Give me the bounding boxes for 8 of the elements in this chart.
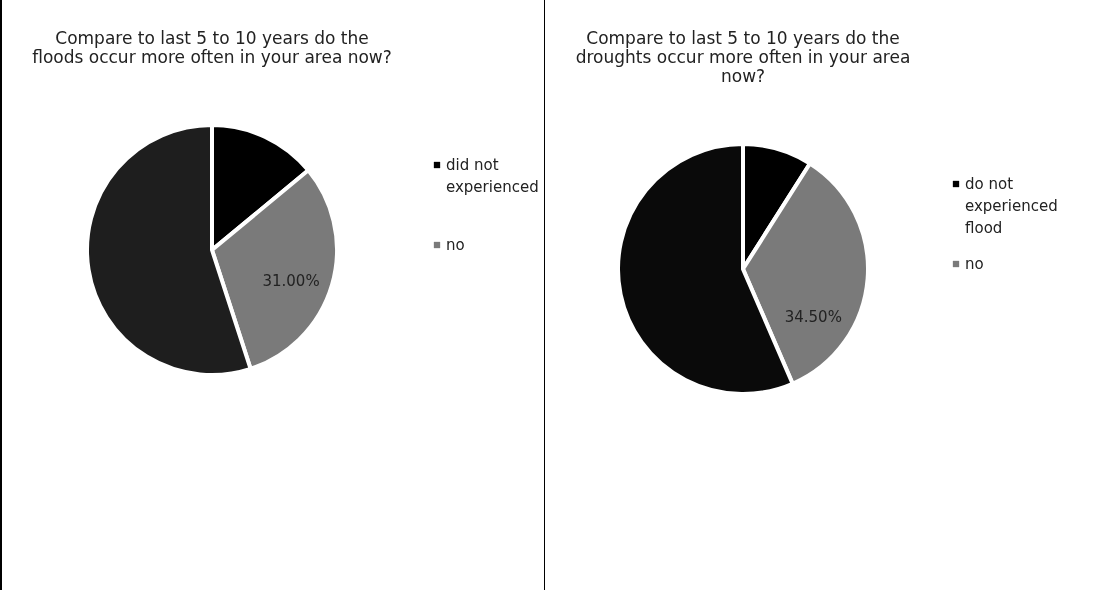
- legend-label: do not experienced flood: [965, 175, 1058, 237]
- data-label: 34.50%: [784, 307, 842, 326]
- chart-title: Compare to last 5 to 10 years do the droughts occur more often in your area now?: [575, 28, 911, 86]
- legend-label: no: [446, 236, 465, 254]
- legend-label: did not experienced: [446, 156, 539, 196]
- data-label: 31.00%: [262, 272, 320, 291]
- legend-label: no: [965, 255, 984, 273]
- chart-title: Compare to last 5 to 10 years do the floods occur more often in your area now?: [32, 28, 392, 67]
